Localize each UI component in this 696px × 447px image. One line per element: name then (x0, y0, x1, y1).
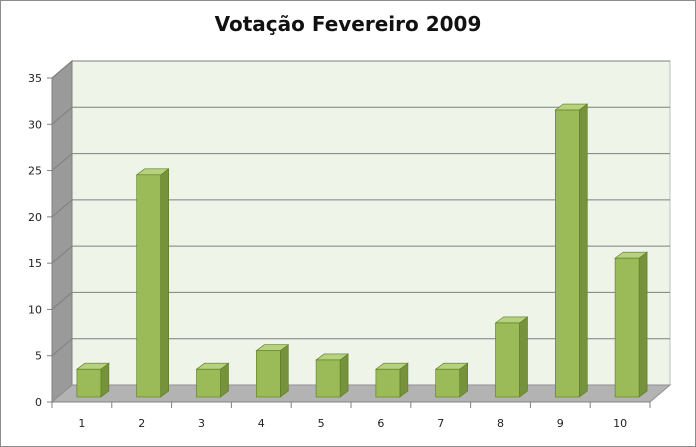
gridline (51, 338, 670, 357)
bar (255, 344, 290, 398)
x-tick-label: 9 (557, 417, 564, 430)
bar (135, 168, 170, 398)
bar-side (160, 168, 169, 398)
bar (374, 362, 409, 398)
bar-front (315, 359, 341, 398)
bars (76, 103, 648, 398)
y-tick-label: 0 (35, 396, 42, 409)
x-tick-label: 2 (138, 417, 145, 430)
bar (494, 316, 529, 398)
bar-front (255, 350, 281, 398)
gridline (51, 291, 670, 310)
bar-front (435, 368, 461, 398)
bar (315, 353, 350, 398)
bar-side (279, 344, 289, 398)
bar-side (638, 251, 648, 398)
bar-front (614, 257, 640, 398)
y-tick-label: 35 (28, 72, 42, 85)
x-tick-label: 8 (497, 417, 504, 430)
bar (614, 251, 648, 398)
x-tick-label: 7 (437, 417, 444, 430)
y-tick-label: 15 (28, 257, 42, 270)
y-tick-label: 25 (28, 165, 42, 178)
side-wall (51, 59, 73, 404)
bar-front (196, 368, 221, 398)
x-tick-label: 10 (613, 417, 627, 430)
gridlines (51, 60, 670, 357)
x-tick-label: 3 (198, 417, 205, 430)
y-tick-label: 20 (28, 211, 42, 224)
y-tick-label: 10 (28, 303, 42, 316)
bar-front (375, 368, 401, 398)
bar-side (339, 353, 349, 398)
gridline (51, 153, 670, 171)
bar (76, 362, 110, 398)
y-tick-label: 30 (28, 118, 42, 131)
y-tick-label: 5 (35, 350, 42, 363)
bar (554, 103, 589, 398)
bar-front (495, 322, 520, 398)
bar-front (554, 109, 580, 398)
bar-front (136, 174, 161, 398)
gridline (51, 106, 670, 125)
y-axis: 0 5 10 15 20 25 30 35 (28, 72, 53, 409)
bar-side (578, 103, 588, 398)
x-tick-label: 4 (258, 417, 265, 430)
gridline (51, 60, 670, 79)
chart-title: Votação Fevereiro 2009 (214, 12, 482, 36)
x-axis: 1 2 3 4 5 6 7 8 9 10 (51, 401, 651, 430)
bar (195, 362, 230, 398)
x-tick-label: 5 (318, 417, 325, 430)
x-tick-label: 1 (78, 417, 85, 430)
gridline (51, 199, 670, 218)
gridline (51, 245, 670, 264)
bar (434, 362, 469, 398)
bar-front (76, 368, 102, 398)
bar-side (519, 316, 528, 398)
x-tick-label: 6 (377, 417, 384, 430)
